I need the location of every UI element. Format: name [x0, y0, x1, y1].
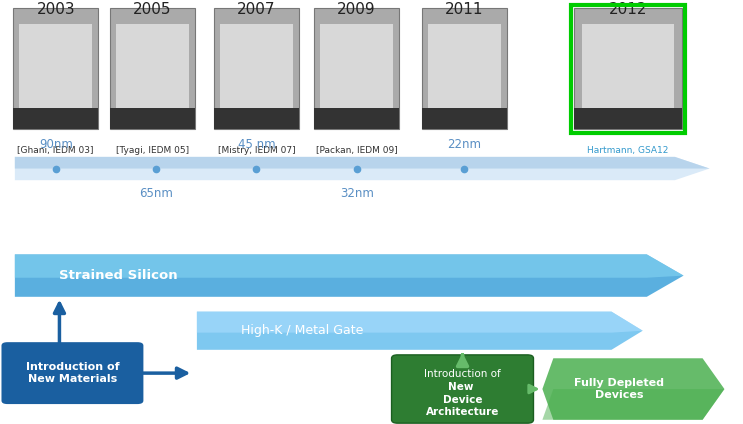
FancyBboxPatch shape [110, 108, 195, 129]
Text: 2009: 2009 [337, 2, 376, 17]
FancyBboxPatch shape [1, 342, 143, 404]
FancyBboxPatch shape [110, 8, 195, 129]
Text: [Packan, IEDM 09]: [Packan, IEDM 09] [316, 146, 398, 155]
Text: [Tyagi, IEDM 05]: [Tyagi, IEDM 05] [116, 146, 189, 155]
Text: 22nm: 22nm [447, 137, 481, 151]
Text: 65nm: 65nm [139, 187, 173, 200]
Polygon shape [15, 254, 684, 297]
FancyBboxPatch shape [428, 24, 501, 115]
FancyBboxPatch shape [320, 24, 393, 115]
Text: New: New [448, 382, 477, 392]
Text: Introduction of
New Materials: Introduction of New Materials [25, 363, 120, 384]
Polygon shape [15, 157, 710, 169]
Polygon shape [15, 254, 684, 278]
Text: Strained Silicon: Strained Silicon [59, 269, 178, 282]
FancyBboxPatch shape [574, 108, 682, 129]
FancyBboxPatch shape [422, 108, 507, 129]
Text: 2003: 2003 [36, 2, 75, 17]
Text: 45 nm: 45 nm [238, 137, 275, 151]
FancyBboxPatch shape [392, 355, 533, 423]
FancyBboxPatch shape [116, 24, 189, 115]
FancyBboxPatch shape [220, 24, 293, 115]
Polygon shape [197, 312, 643, 350]
Text: Device: Device [443, 395, 482, 404]
Text: High-K / Metal Gate: High-K / Metal Gate [241, 324, 364, 337]
FancyBboxPatch shape [574, 8, 682, 129]
Text: 32nm: 32nm [340, 187, 374, 200]
FancyBboxPatch shape [13, 8, 98, 129]
Text: [Mistry, IEDM 07]: [Mistry, IEDM 07] [218, 146, 295, 155]
Text: Fully Depleted
Devices: Fully Depleted Devices [574, 378, 663, 400]
FancyBboxPatch shape [314, 108, 400, 129]
Text: Introduction of: Introduction of [424, 369, 501, 379]
FancyBboxPatch shape [314, 8, 400, 129]
FancyBboxPatch shape [214, 8, 299, 129]
Text: Hartmann, GSA12: Hartmann, GSA12 [587, 146, 669, 155]
FancyBboxPatch shape [19, 24, 92, 115]
Text: 90nm: 90nm [39, 137, 73, 151]
Polygon shape [542, 389, 724, 420]
Text: 2007: 2007 [237, 2, 276, 17]
Text: 2005: 2005 [133, 2, 172, 17]
FancyBboxPatch shape [214, 108, 299, 129]
Polygon shape [15, 157, 710, 180]
Polygon shape [542, 358, 724, 420]
FancyBboxPatch shape [422, 8, 507, 129]
Text: 2011: 2011 [445, 2, 484, 17]
FancyBboxPatch shape [13, 108, 98, 129]
Polygon shape [197, 312, 643, 332]
Text: Architecture: Architecture [426, 407, 499, 417]
FancyBboxPatch shape [582, 24, 674, 115]
Text: 2012: 2012 [609, 2, 647, 17]
Text: [Ghani, IEDM 03]: [Ghani, IEDM 03] [18, 146, 94, 155]
